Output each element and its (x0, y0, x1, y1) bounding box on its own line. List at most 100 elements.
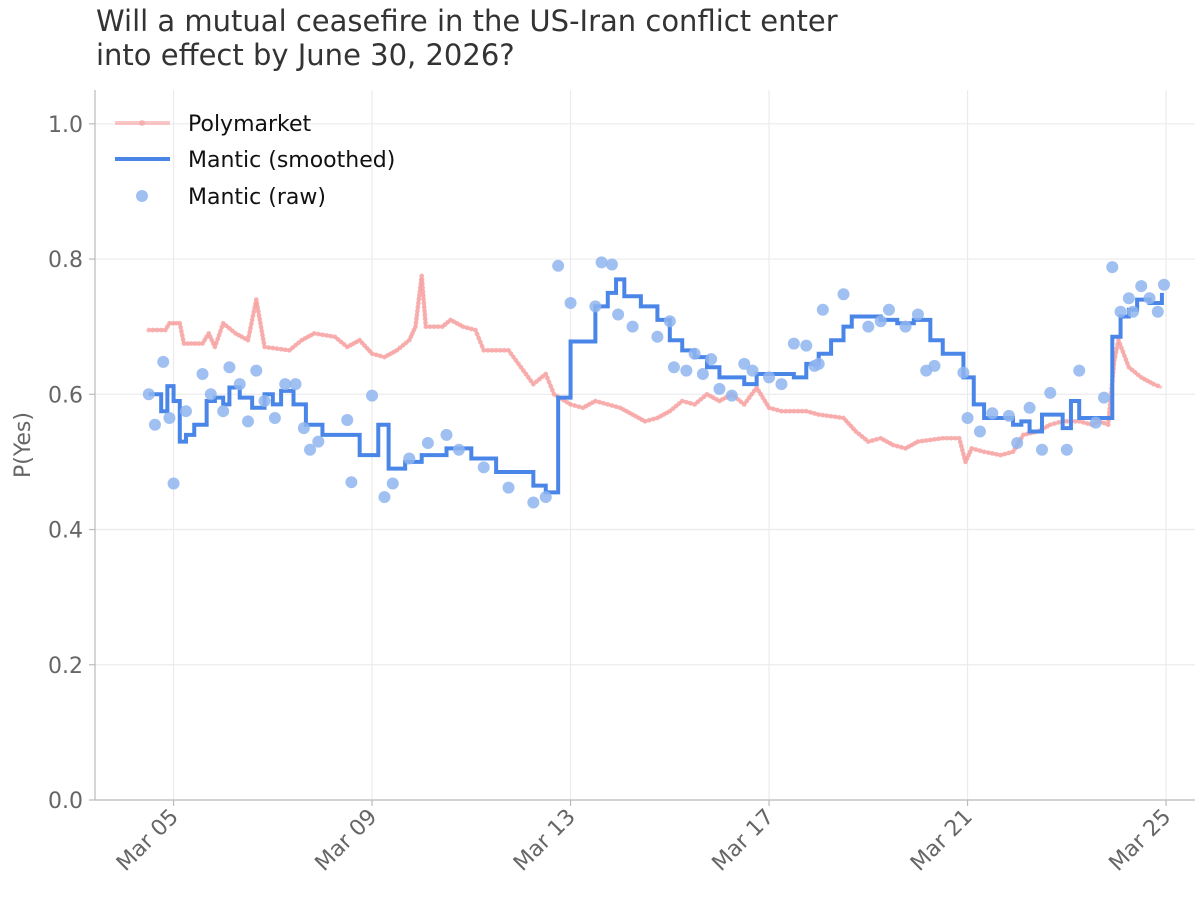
x-tick-label: Mar 21 (906, 805, 978, 877)
y-tick-label: 0.4 (48, 519, 83, 544)
series-polymarket-line (148, 274, 1163, 464)
mantic-raw-point (268, 411, 281, 424)
polymarket-point (890, 442, 896, 448)
mantic-raw-point (421, 436, 434, 449)
mantic-raw-point (304, 443, 317, 456)
mantic-raw-point (157, 355, 170, 368)
polymarket-point (245, 337, 251, 343)
polymarket-point (248, 321, 254, 327)
polymarket-point (1006, 450, 1012, 456)
polymarket-point (196, 341, 202, 346)
x-tick-label: Mar 13 (509, 805, 581, 877)
polymarket-point (255, 305, 261, 310)
mantic-raw-point (663, 315, 676, 328)
mantic-raw-point (440, 428, 453, 441)
mantic-raw-point (1073, 364, 1086, 377)
polymarket-point (262, 344, 267, 350)
mantic-raw-point (787, 337, 800, 350)
polymarket-point (774, 407, 780, 413)
polymarket-point (791, 408, 797, 414)
polymarket-point (779, 408, 784, 414)
polymarket-point (251, 309, 257, 315)
mantic-raw-point (223, 361, 236, 374)
mantic-raw-point (1106, 261, 1119, 274)
polymarket-point (413, 320, 419, 326)
polymarket-point (248, 325, 253, 331)
polymarket-point (812, 411, 817, 416)
polymarket-point (549, 387, 555, 393)
y-tick-label: 0.0 (48, 789, 83, 814)
polymarket-point (518, 364, 524, 370)
chart-title-line-1: Will a mutual ceasefire in the US-Iran c… (96, 4, 838, 38)
mantic-raw-point (1135, 280, 1148, 293)
polymarket-point (497, 347, 503, 353)
polymarket-point (261, 340, 267, 346)
polymarket-point (185, 341, 191, 346)
polymarket-point (255, 309, 261, 314)
polymarket-point (783, 408, 789, 414)
polymarket-point (874, 436, 879, 442)
polymarket-point (989, 451, 995, 456)
polymarket-point (952, 435, 958, 441)
polymarket-point (416, 293, 422, 298)
polymarket-point (915, 439, 921, 445)
polymarket-point (420, 293, 426, 298)
mantic-raw-point (605, 258, 618, 271)
polymarket-point (415, 304, 421, 310)
mantic-raw-point (250, 364, 263, 377)
polymarket-point (260, 336, 266, 342)
polymarket-point (414, 312, 420, 318)
mantic-raw-point (233, 378, 246, 391)
polymarket-point (177, 320, 183, 326)
polymarket-point (254, 301, 260, 306)
mantic-raw-point (403, 452, 416, 465)
polymarket-point (956, 435, 962, 441)
polymarket-point (180, 337, 186, 342)
mantic-raw-point (713, 382, 726, 395)
polymarket-point (421, 304, 427, 310)
mantic-raw-point (1044, 386, 1057, 399)
polymarket-point (474, 331, 480, 337)
polymarket-point (977, 448, 983, 454)
polymarket-point (258, 324, 264, 330)
polymarket-point (961, 451, 966, 457)
polymarket-point (576, 404, 582, 410)
mantic-raw-point (680, 364, 693, 377)
polymarket-point (420, 285, 426, 291)
polymarket-point (932, 436, 937, 442)
polymarket-point (936, 436, 942, 442)
mantic-raw-point (1151, 305, 1164, 318)
polymarket-point (546, 379, 552, 385)
polymarket-point (513, 358, 519, 363)
polymarket-point (973, 447, 979, 452)
polymarket-point (320, 332, 325, 338)
mantic-raw-point (816, 303, 829, 316)
polymarket-point (282, 347, 288, 353)
chart-title: Will a mutual ceasefire in the US-Iran c… (96, 4, 1176, 72)
mantic-raw-point (862, 320, 875, 333)
polymarket-point (613, 404, 619, 410)
polymarket-point (1120, 349, 1126, 355)
mantic-raw-point (386, 477, 399, 490)
polymarket-point (548, 383, 554, 389)
polymarket-point (601, 400, 607, 406)
x-tick-label: Mar 09 (311, 805, 383, 877)
mantic-raw-point (1060, 443, 1073, 456)
polymarket-point (646, 417, 652, 423)
polymarket-point (770, 406, 776, 412)
mantic-raw-point (502, 481, 515, 494)
polymarket-point (568, 402, 573, 407)
polymarket-point (1064, 418, 1070, 424)
polymarket-point (419, 281, 425, 287)
polymarket-point (179, 329, 184, 334)
polymarket-point (679, 398, 685, 404)
x-tick-label: Mar 25 (1105, 805, 1177, 877)
polymarket-point (481, 347, 487, 353)
mantic-raw-point (812, 357, 825, 370)
polymarket-point (246, 333, 252, 339)
legend-label-raw: Mantic (raw) (188, 185, 326, 210)
mantic-raw-point (837, 288, 850, 301)
polymarket-point (506, 347, 511, 353)
polymarket-point (249, 317, 255, 323)
